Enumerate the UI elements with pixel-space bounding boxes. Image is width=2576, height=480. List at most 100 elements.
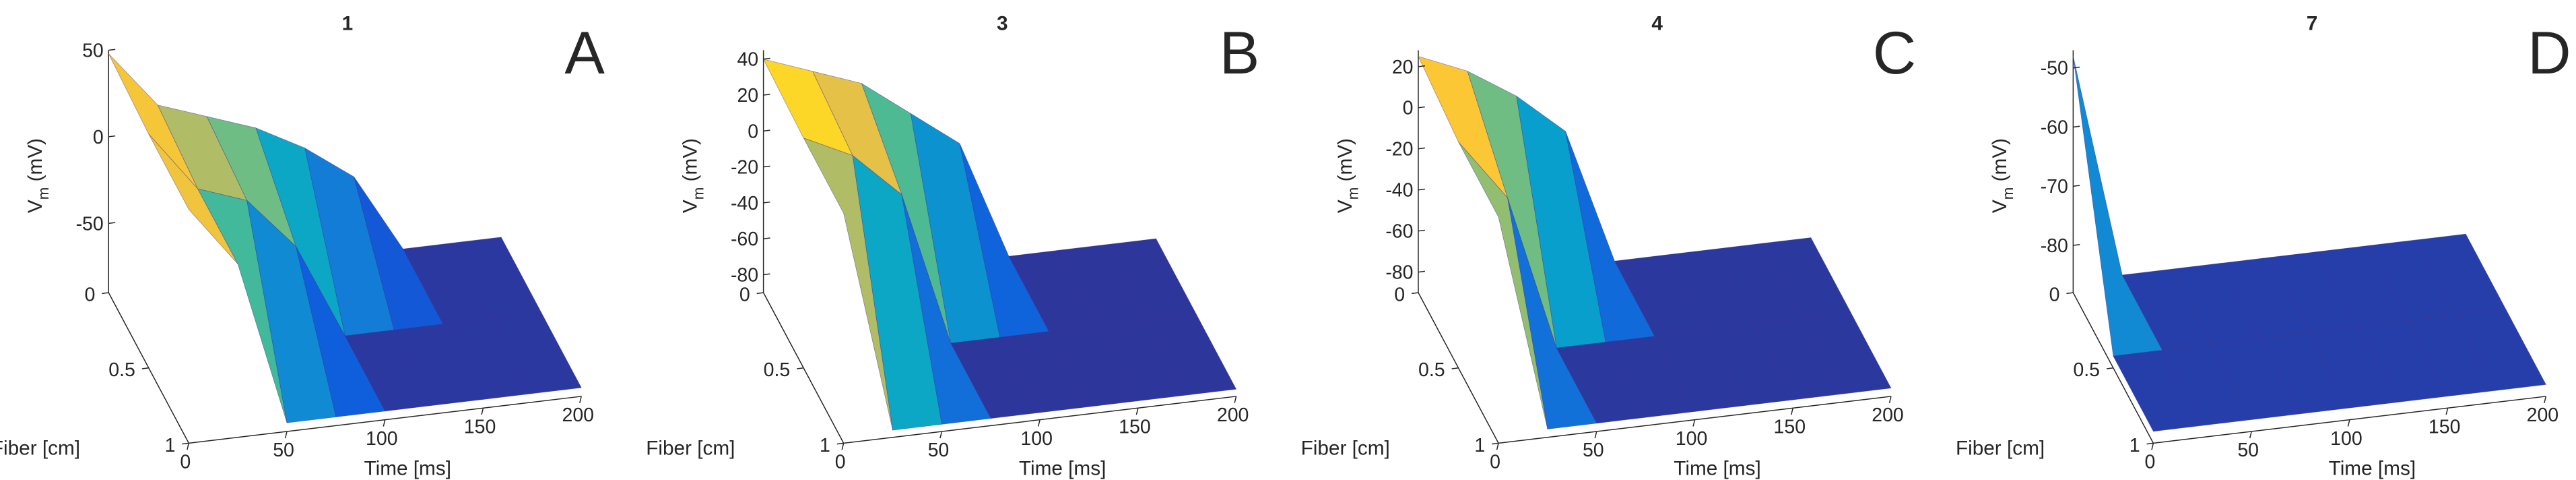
- z-tick-label: 50: [82, 40, 104, 61]
- z-tick-label: 0: [1403, 98, 1414, 119]
- z-axis-label-main: V: [679, 200, 701, 213]
- surface-patch: [148, 133, 238, 265]
- z-axis-label-main: V: [1334, 200, 1356, 213]
- x-tick: [2249, 431, 2252, 439]
- z-tick-label: -70: [2041, 176, 2068, 198]
- x-tick-label: 150: [464, 417, 496, 438]
- z-axis-label-sub: m: [1345, 187, 1362, 200]
- z-tick: [763, 165, 770, 168]
- z-tick-label: 20: [737, 85, 758, 107]
- y-tick: [141, 367, 149, 369]
- z-axis-label-unit: (mV): [679, 138, 701, 187]
- y-tick: [797, 367, 804, 369]
- panel: 0 50 100 150 200 0 0.5 1 -80 -70 -60 -50 7 D Time [ms]…: [1956, 13, 2571, 480]
- z-tick: [1418, 147, 1425, 150]
- y-tick-label: 0.5: [2073, 359, 2100, 381]
- z-tick-label: -60: [731, 229, 758, 250]
- z-tick-label: -80: [2041, 235, 2068, 257]
- z-axis-label: Vm (mV): [679, 138, 706, 213]
- z-axis-label: Vm (mV): [1989, 138, 2016, 213]
- y-tick: [836, 442, 844, 445]
- z-tick: [2073, 66, 2080, 69]
- x-tick: [284, 431, 288, 439]
- x-tick: [939, 431, 943, 439]
- x-tick-label: 0: [835, 452, 846, 473]
- y-tick: [1451, 367, 1459, 369]
- panel-letter: D: [2528, 19, 2571, 86]
- z-tick: [763, 129, 770, 132]
- panel-title: 4: [1651, 13, 1663, 35]
- z-tick-label: -40: [731, 193, 758, 214]
- x-tick-label: 0: [2145, 452, 2156, 473]
- panel-letter: C: [1873, 19, 1916, 86]
- x-tick: [1791, 408, 1793, 415]
- panel-letter: B: [1220, 19, 1260, 86]
- z-tick: [1418, 229, 1425, 232]
- z-axis-label-sub: m: [2000, 187, 2016, 200]
- x-tick-label: 200: [1217, 404, 1249, 426]
- z-tick: [108, 222, 116, 224]
- z-tick-label: -80: [1385, 262, 1413, 284]
- x-tick-label: 150: [1119, 417, 1151, 438]
- z-tick-label: 0: [93, 127, 104, 148]
- z-tick-label: -80: [731, 264, 758, 286]
- y-tick: [182, 442, 189, 445]
- panel-letter: A: [564, 19, 605, 86]
- z-axis-label-main: V: [1989, 200, 2011, 213]
- z-tick-label: 40: [737, 49, 758, 71]
- x-tick-label: 0: [1490, 452, 1500, 473]
- z-tick: [1418, 65, 1425, 67]
- x-tick: [187, 443, 190, 450]
- z-tick-label: -60: [1385, 221, 1413, 243]
- y-tick: [2146, 442, 2154, 445]
- z-axis-label-sub: m: [690, 187, 706, 200]
- x-axis-label: Time [ms]: [1674, 458, 1760, 480]
- x-tick: [1496, 443, 1499, 450]
- x-tick-label: 200: [562, 404, 594, 426]
- x-tick-label: 0: [180, 452, 191, 473]
- panel: 0 50 100 150 200 0 0.5 1 -80 -60 -40 -20 0 20 4 C Time […: [1301, 13, 1917, 480]
- y-tick-label: 1: [1474, 435, 1485, 456]
- panel: 0 50 100 150 200 0 0.5 1 -80 -60 -40 -20 0 20 40 3 B Time…: [646, 13, 1259, 480]
- x-tick-label: 150: [1773, 417, 1806, 438]
- y-tick-label: 1: [2129, 435, 2140, 456]
- panel-title: 1: [342, 13, 354, 35]
- x-tick-label: 150: [2429, 417, 2461, 438]
- z-tick: [763, 237, 770, 239]
- z-tick: [108, 49, 116, 51]
- z-tick-label: 20: [1392, 57, 1414, 78]
- z-tick: [1418, 270, 1425, 273]
- z-tick-label: -50: [2041, 58, 2068, 80]
- x-tick: [579, 396, 582, 404]
- surface-patch: [1458, 142, 1548, 429]
- x-tick: [2544, 396, 2547, 404]
- y-tick-label: 0.5: [108, 359, 135, 381]
- x-tick: [1037, 419, 1041, 427]
- z-tick-label: -60: [2041, 117, 2068, 138]
- x-tick-label: 100: [1676, 428, 1708, 450]
- x-axis-label: Time [ms]: [2329, 458, 2416, 480]
- x-tick-label: 100: [2330, 428, 2363, 450]
- x-tick-label: 50: [2237, 440, 2259, 461]
- z-tick-label: -20: [731, 157, 758, 179]
- z-tick: [2073, 185, 2080, 187]
- x-tick: [2347, 419, 2350, 427]
- x-tick-label: 50: [1583, 440, 1604, 461]
- z-tick-label: 0: [748, 121, 758, 142]
- y-tick-label: 0.5: [1418, 359, 1445, 381]
- x-axis-label: Time [ms]: [364, 458, 451, 480]
- z-axis-label-unit: (mV): [24, 138, 46, 187]
- y-tick: [1492, 442, 1499, 445]
- y-tick-label: 0: [85, 284, 96, 306]
- z-axis-label-unit: (mV): [1989, 138, 2011, 187]
- z-axis-label-main: V: [24, 200, 46, 213]
- y-axis-label: Fiber [cm]: [1301, 438, 1390, 460]
- x-tick: [383, 419, 386, 427]
- z-tick-label: -50: [76, 213, 104, 235]
- x-tick-label: 50: [928, 440, 950, 461]
- z-tick: [763, 201, 770, 204]
- panel-title: 3: [997, 13, 1008, 35]
- y-axis-label: Fiber [cm]: [646, 438, 735, 460]
- y-tick-label: 0: [1394, 284, 1405, 306]
